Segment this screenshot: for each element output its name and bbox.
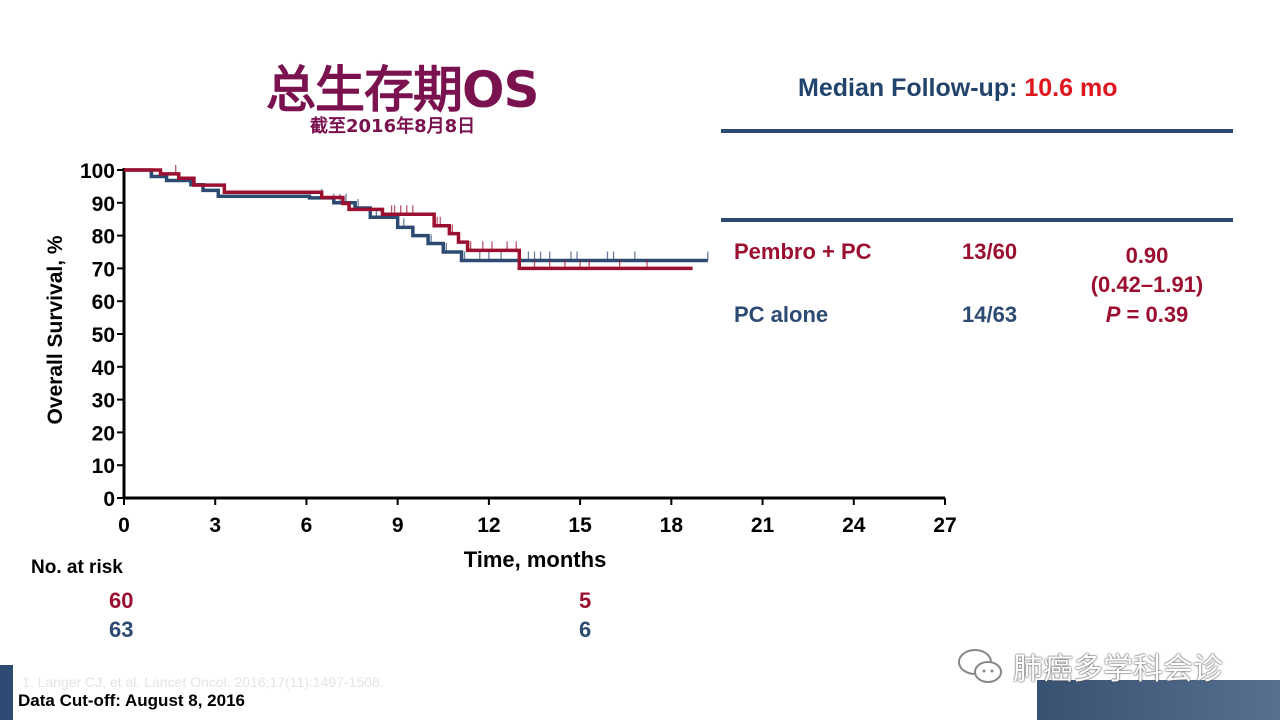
y-tick-label: 10 — [92, 455, 115, 478]
y-axis-label: Overall Survival, % — [44, 235, 67, 424]
data-cutoff: Data Cut-off: August 8, 2016 — [18, 691, 246, 710]
x-tick-label: 3 — [209, 514, 221, 537]
slide-title: 总生存期OS — [266, 61, 540, 119]
watermark: 肺癌多学科会诊 — [955, 644, 1223, 688]
x-tick-label: 0 — [118, 514, 130, 537]
x-tick-label: 21 — [751, 514, 775, 537]
risk-pc-0: 63 — [109, 617, 134, 642]
wechat-icon — [958, 649, 1002, 683]
y-tick-label: 0 — [103, 488, 115, 511]
median-follow-up: Median Follow-up: 10.6 mo — [798, 74, 1117, 103]
citation: 1. Langer CJ, et al. Lancet Oncol. 2016;… — [22, 674, 384, 690]
risk-pembro-15: 5 — [579, 588, 592, 613]
median-label: Median Follow-up: — [798, 74, 1018, 102]
table-top-rule — [721, 129, 1233, 133]
table-header-rule — [721, 218, 1233, 222]
hazard-ratio: 0.90 — [1125, 243, 1169, 268]
p-value: P = 0.39 — [1082, 302, 1212, 328]
x-tick-label: 27 — [933, 514, 956, 537]
x-tick-label: 24 — [842, 514, 866, 537]
y-tick-label: 60 — [92, 291, 115, 314]
p-label: P — [1105, 302, 1121, 327]
x-axis-label: Time, months — [464, 547, 607, 572]
y-tick-label: 70 — [92, 258, 115, 281]
y-tick-label: 30 — [92, 390, 115, 413]
x-tick-label: 9 — [392, 514, 404, 537]
watermark-text: 肺癌多学科会诊 — [1013, 652, 1223, 687]
risk-pembro-0: 60 — [109, 588, 134, 613]
x-tick-label: 15 — [568, 514, 592, 537]
y-tick-label: 40 — [92, 357, 115, 380]
y-tick-label: 80 — [92, 226, 115, 249]
y-tick-label: 20 — [92, 422, 115, 445]
hazard-ratio-ci: (0.42–1.91) — [1090, 272, 1204, 297]
survival-curve-pembro — [124, 168, 693, 271]
y-tick-label: 50 — [92, 324, 115, 347]
x-tick-label: 18 — [660, 514, 684, 537]
risk-table-label: No. at risk — [31, 557, 123, 578]
arm-pc-label: PC alone — [734, 302, 829, 327]
y-tick-label: 100 — [80, 160, 115, 183]
arm-pc-events: 14/63 — [962, 302, 1018, 327]
x-tick-label: 12 — [477, 514, 500, 537]
median-value: 10.6 mo — [1024, 74, 1118, 102]
p-number: = 0.39 — [1126, 302, 1189, 327]
footer-accent-bar — [0, 665, 13, 720]
risk-pc-15: 6 — [579, 617, 592, 642]
x-tick-label: 6 — [301, 514, 313, 537]
arm-pembro-events: 13/60 — [962, 239, 1018, 264]
footer-corner-box — [1037, 680, 1280, 720]
y-tick-label: 90 — [92, 193, 115, 216]
arm-pembro-label: Pembro + PC — [734, 239, 872, 264]
slide-subtitle: 截至2016年8月8日 — [310, 116, 476, 137]
